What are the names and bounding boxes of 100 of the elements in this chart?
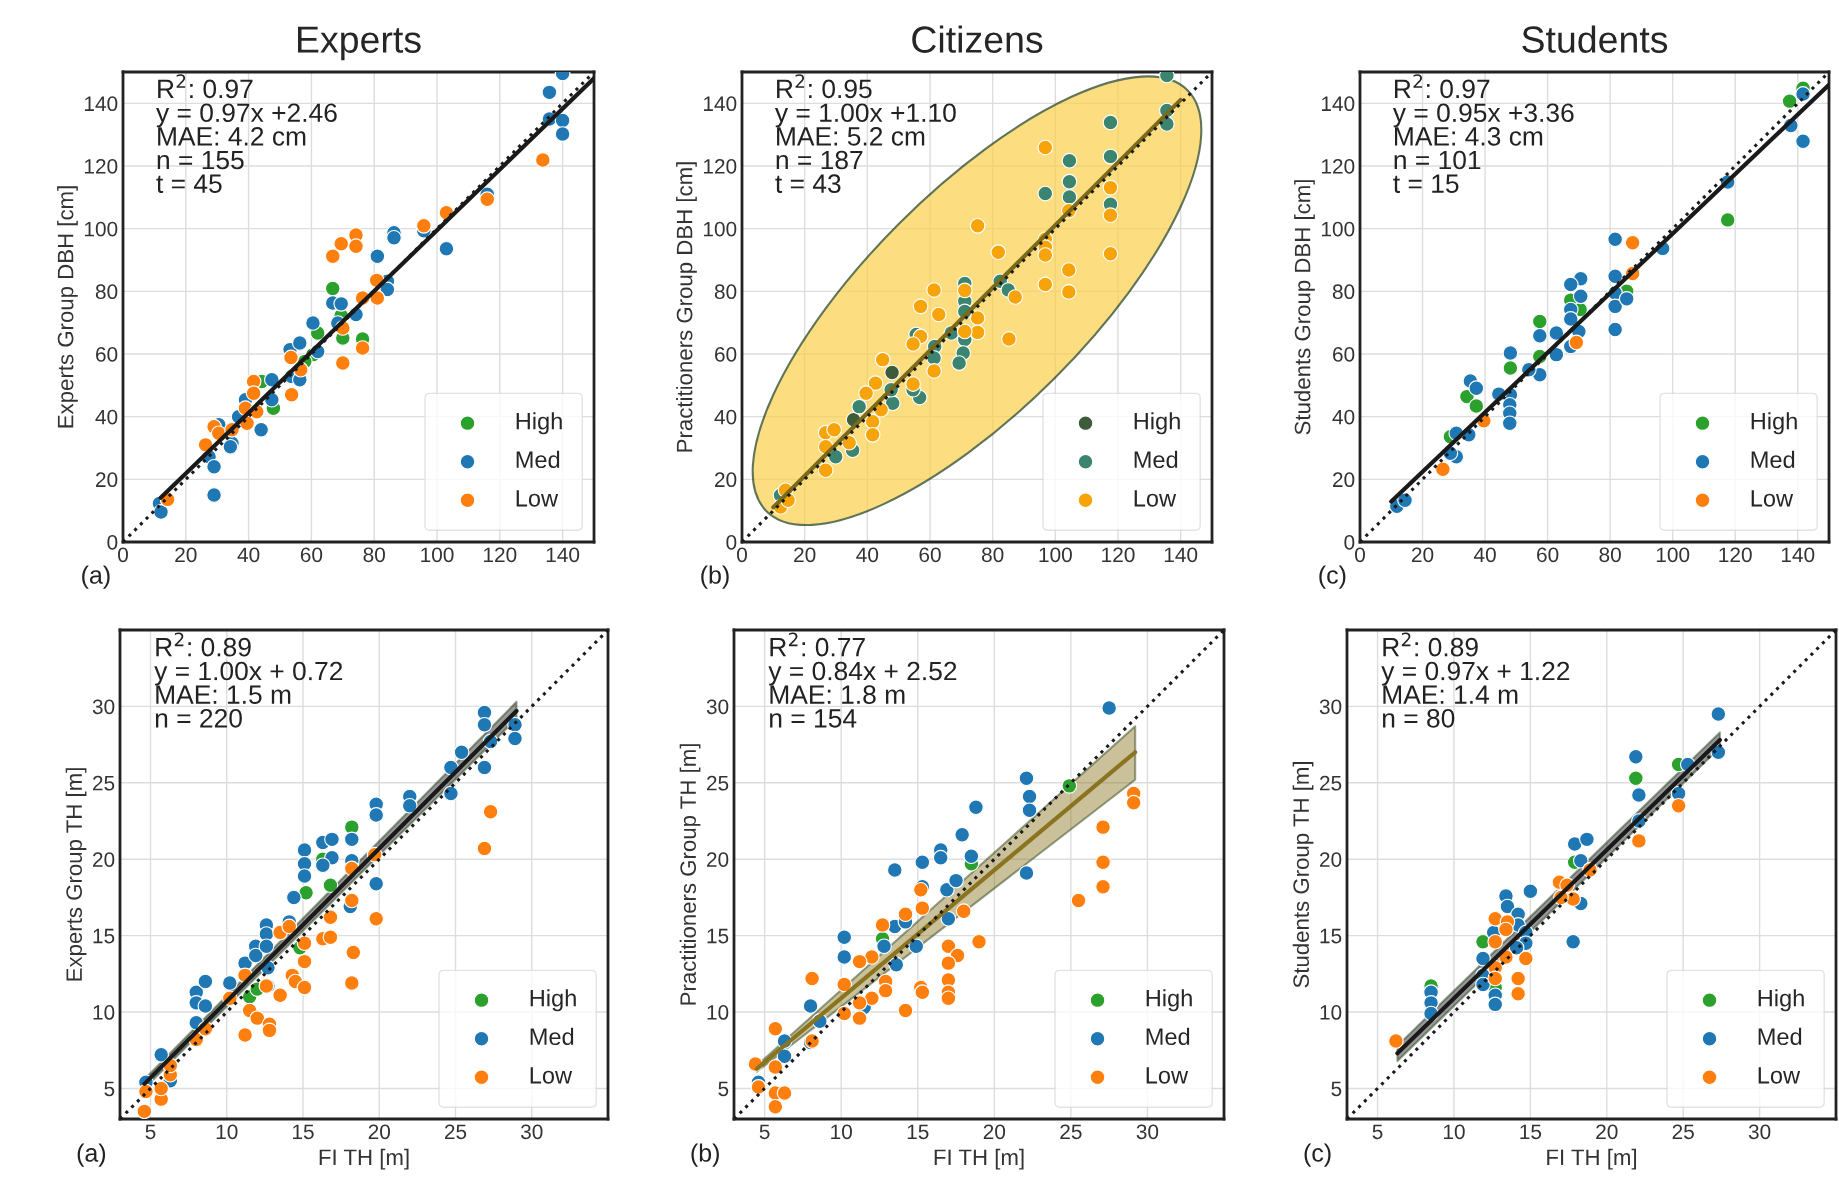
point (863, 990, 880, 1007)
point (851, 953, 868, 970)
point (298, 884, 314, 901)
point (438, 240, 455, 257)
x-tick-label: 60 (919, 547, 941, 563)
point (343, 831, 360, 848)
point (804, 970, 820, 987)
point (1562, 276, 1579, 293)
point (283, 386, 300, 403)
point (905, 376, 921, 392)
x-tick-label: 10 (216, 1124, 238, 1140)
point (1061, 152, 1078, 169)
point (1060, 284, 1077, 300)
point (1070, 892, 1087, 909)
x-axis-title: FI TH [m] (1547, 1148, 1637, 1170)
legend-label: Med (1751, 450, 1795, 469)
point (296, 868, 313, 884)
x-tick-label: 80 (1599, 547, 1621, 563)
x-tick-label: 20 (175, 547, 197, 563)
point (1021, 788, 1038, 805)
point (897, 906, 914, 923)
point (322, 909, 339, 926)
x-tick-label: 5 (759, 1124, 770, 1140)
legend-label: Low (1134, 490, 1177, 507)
point (1627, 748, 1644, 765)
point (969, 310, 986, 326)
text: (a) (77, 1143, 106, 1167)
point (296, 842, 313, 858)
y-tick-label: 20 (1333, 472, 1355, 488)
point (939, 881, 955, 898)
x-tick-label: 5 (1372, 1124, 1383, 1140)
point (1710, 706, 1727, 722)
point (930, 306, 947, 323)
point (1607, 231, 1623, 248)
x-tick-label: 25 (1672, 1124, 1694, 1140)
x-tick-label: 20 (1412, 547, 1434, 563)
point (867, 375, 884, 391)
point (940, 955, 957, 971)
point (874, 351, 891, 368)
y-tick-label: 0 (726, 535, 737, 550)
x-tick-label: 15 (1520, 1124, 1542, 1140)
y-tick-label: 80 (1332, 284, 1355, 300)
x-tick-label: 25 (1060, 1124, 1082, 1140)
x-tick-label: 20 (1596, 1124, 1618, 1140)
y-tick-label: 20 (93, 852, 115, 867)
legend-label: Low (1758, 1067, 1801, 1084)
x-tick-label: 15 (293, 1124, 314, 1140)
point (914, 854, 931, 871)
point (1468, 398, 1485, 414)
legend-label: Low (1146, 1067, 1189, 1084)
point (296, 953, 313, 970)
point (1631, 787, 1647, 803)
point (926, 363, 942, 379)
legend-label: Low (516, 490, 559, 507)
legend-label: Low (1751, 490, 1794, 507)
x-tick-label: 140 (1781, 547, 1815, 563)
y-tick-label: 25 (93, 775, 115, 791)
point (1037, 276, 1054, 293)
point (912, 298, 929, 315)
point (951, 355, 967, 371)
point (776, 1085, 793, 1101)
point (1095, 819, 1111, 835)
point (345, 944, 362, 961)
point (1498, 921, 1514, 938)
point (1510, 985, 1526, 1002)
y-axis-title: Students Group DBH [cm] (1294, 180, 1315, 435)
point (897, 1002, 914, 1019)
y-axis-title: Students Group TH [m] (1292, 762, 1314, 988)
point (750, 1079, 767, 1095)
legend-label: High (1146, 989, 1192, 1012)
point (1487, 996, 1504, 1013)
point (1095, 878, 1111, 895)
point (1475, 950, 1491, 967)
point (237, 1027, 253, 1043)
point (1627, 770, 1644, 787)
y-tick-label: 30 (706, 699, 729, 715)
point (272, 987, 288, 1004)
point (1060, 262, 1077, 278)
point (802, 998, 819, 1014)
annotation: R$^{2}$: 0.97 y = 0.97x +2.46 MAE: 4.2 cm n = 155 t = 45 (156, 74, 337, 194)
point (554, 126, 571, 142)
y-tick-label: 5 (104, 1081, 115, 1097)
y-tick-label: 120 (703, 159, 737, 174)
point (767, 1021, 784, 1037)
point (153, 1080, 170, 1097)
y-tick-label: 140 (703, 96, 737, 112)
point (914, 984, 931, 1001)
point (286, 889, 302, 906)
point (507, 730, 523, 747)
legend-label: Med (1758, 1027, 1802, 1046)
point (453, 744, 470, 761)
point (334, 355, 351, 371)
point (836, 976, 853, 993)
x-tick-label: 0 (1355, 547, 1365, 563)
point (971, 933, 987, 950)
x-tick-label: 20 (368, 1124, 391, 1140)
point (1607, 268, 1623, 285)
point (817, 462, 834, 479)
y-tick-label: 100 (703, 221, 737, 237)
x-tick-label: 30 (520, 1124, 543, 1140)
